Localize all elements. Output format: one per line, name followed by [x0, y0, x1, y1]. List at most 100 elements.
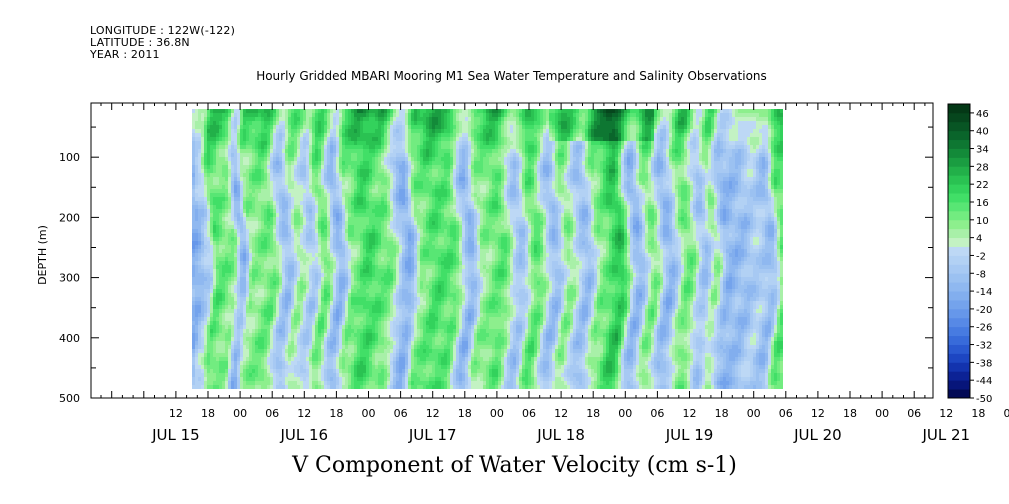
heat-cell — [252, 297, 255, 301]
heat-cell — [279, 181, 282, 185]
heat-cell — [264, 145, 267, 149]
heat-cell — [234, 177, 237, 181]
heat-cell — [327, 237, 330, 241]
heat-cell — [300, 289, 303, 293]
heat-cell — [258, 345, 261, 349]
heat-cell — [240, 285, 243, 289]
heat-cell — [207, 377, 210, 381]
heat-cell — [222, 353, 225, 357]
heat-cell — [300, 161, 303, 165]
heat-cell — [225, 317, 228, 321]
heat-cell — [219, 217, 222, 221]
heat-cell — [210, 237, 213, 241]
heat-cell — [315, 385, 318, 389]
heat-cell — [297, 317, 300, 321]
heat-cell — [216, 193, 219, 197]
heat-cell — [327, 345, 330, 349]
heat-cell — [321, 149, 324, 153]
heat-cell — [303, 361, 306, 365]
heat-cell — [297, 349, 300, 353]
heat-cell — [258, 149, 261, 153]
heat-cell — [327, 265, 330, 269]
heat-cell — [402, 281, 405, 285]
heat-cell — [234, 317, 237, 321]
heat-cell — [285, 193, 288, 197]
heat-cell — [366, 125, 369, 129]
heat-cell — [294, 345, 297, 349]
heat-cell — [237, 213, 240, 217]
heat-cell — [255, 125, 258, 129]
heat-cell — [336, 165, 339, 169]
heat-cell — [228, 197, 231, 201]
heat-cell — [264, 121, 267, 125]
heat-cell — [252, 221, 255, 225]
heat-cell — [216, 129, 219, 133]
heat-cell — [312, 325, 315, 329]
heat-cell — [285, 137, 288, 141]
heat-cell — [291, 153, 294, 157]
heat-cell — [381, 265, 384, 269]
heat-cell — [381, 245, 384, 249]
heat-cell — [387, 205, 390, 209]
heat-cell — [228, 153, 231, 157]
heat-cell — [339, 289, 342, 293]
heat-cell — [402, 141, 405, 145]
heat-cell — [384, 145, 387, 149]
heat-cell — [255, 193, 258, 197]
heat-cell — [267, 197, 270, 201]
heat-cell — [342, 245, 345, 249]
heat-cell — [273, 277, 276, 281]
heat-cell — [252, 361, 255, 365]
heat-cell — [318, 373, 321, 377]
heat-cell — [399, 205, 402, 209]
heat-cell — [387, 185, 390, 189]
heat-cell — [324, 121, 327, 125]
heat-cell — [342, 145, 345, 149]
heat-cell — [204, 185, 207, 189]
heat-cell — [255, 245, 258, 249]
heat-cell — [252, 209, 255, 213]
heat-cell — [285, 325, 288, 329]
heat-cell — [402, 217, 405, 221]
heat-cell — [279, 141, 282, 145]
heat-cell — [381, 337, 384, 341]
heat-cell — [192, 229, 195, 233]
heat-cell — [303, 225, 306, 229]
heat-cell — [201, 353, 204, 357]
heat-cell — [252, 129, 255, 133]
heat-cell — [348, 189, 351, 193]
heat-cell — [285, 309, 288, 313]
heat-cell — [315, 225, 318, 229]
heat-cell — [375, 333, 378, 337]
heat-cell — [267, 285, 270, 289]
heat-cell — [318, 293, 321, 297]
heat-cell — [222, 157, 225, 161]
heat-cell — [270, 241, 273, 245]
heat-cell — [387, 361, 390, 365]
heat-cell — [270, 157, 273, 161]
heat-cell — [333, 121, 336, 125]
heat-cell — [267, 361, 270, 365]
heat-cell — [246, 385, 249, 389]
heat-cell — [234, 197, 237, 201]
heat-cell — [228, 213, 231, 217]
heat-cell — [291, 189, 294, 193]
heat-cell — [252, 257, 255, 261]
heat-cell — [309, 261, 312, 265]
heat-cell — [306, 185, 309, 189]
heat-cell — [390, 125, 393, 129]
heat-cell — [309, 281, 312, 285]
heat-cell — [246, 169, 249, 173]
heat-cell — [210, 361, 213, 365]
heat-cell — [291, 177, 294, 181]
heat-cell — [366, 345, 369, 349]
heat-cell — [198, 249, 201, 253]
heat-cell — [246, 125, 249, 129]
heat-cell — [375, 193, 378, 197]
heat-cell — [399, 161, 402, 165]
heat-cell — [324, 341, 327, 345]
heat-cell — [255, 377, 258, 381]
heat-cell — [336, 265, 339, 269]
heat-cell — [321, 165, 324, 169]
heat-cell — [273, 189, 276, 193]
